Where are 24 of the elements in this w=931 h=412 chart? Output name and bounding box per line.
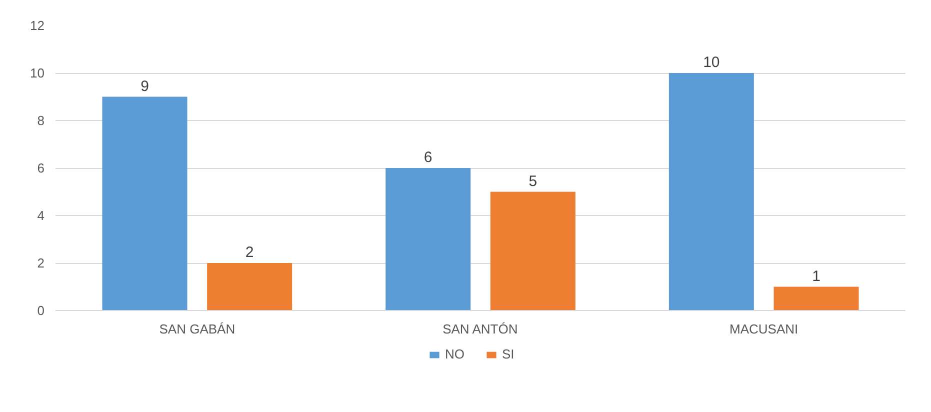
y-tick-label: 6: [37, 160, 45, 176]
bar: [207, 263, 292, 310]
y-tick-label: 4: [37, 208, 45, 223]
data-label: 1: [812, 268, 820, 285]
x-tick-label: MACUSANI: [730, 322, 798, 336]
x-tick-label: SAN GABÁN: [159, 322, 236, 336]
y-tick-label: 10: [30, 66, 45, 80]
y-tick-label: 8: [37, 113, 45, 128]
data-label: 9: [140, 78, 149, 95]
y-tick-label: 0: [37, 303, 45, 318]
y-tick-label: 2: [37, 256, 45, 270]
data-label: 2: [245, 244, 254, 261]
x-tick-label: SAN ANTÓN: [442, 322, 518, 336]
data-label: 6: [424, 149, 432, 166]
bar: [668, 73, 754, 310]
legend-label: SI: [502, 346, 516, 362]
legend-label: NO: [445, 346, 465, 362]
bar: [774, 286, 859, 310]
data-label: 10: [703, 54, 720, 71]
bar: [102, 96, 188, 310]
data-label: 5: [528, 172, 538, 190]
y-tick-label: 12: [30, 18, 45, 33]
bar: [386, 168, 471, 310]
bar: [490, 192, 576, 310]
